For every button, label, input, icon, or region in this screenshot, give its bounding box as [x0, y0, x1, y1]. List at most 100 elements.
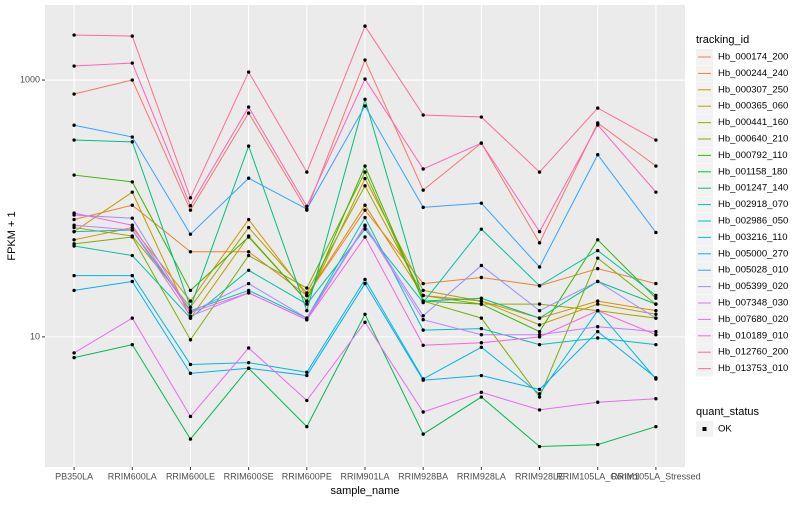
- data-point: [363, 176, 367, 181]
- data-point: [130, 34, 134, 38]
- data-point: [537, 335, 542, 339]
- legend-label: Hb_000441_160: [718, 117, 788, 128]
- data-point: [188, 305, 193, 309]
- data-point: [72, 238, 76, 242]
- data-point: [421, 167, 425, 171]
- data-point: [421, 293, 425, 298]
- data-point: [537, 308, 542, 313]
- data-point: [537, 284, 542, 288]
- data-point: [363, 320, 367, 324]
- data-point: [305, 293, 309, 298]
- legend-label: Hb_000244_240: [718, 68, 788, 79]
- legend-label: Hb_010189_010: [718, 330, 788, 341]
- data-point: [246, 225, 251, 230]
- data-point: [421, 205, 425, 210]
- data-point: [246, 111, 251, 115]
- data-point: [421, 188, 425, 192]
- data-point: [246, 105, 251, 109]
- data-point: [537, 229, 542, 234]
- legend-label: Hb_002986_050: [718, 216, 788, 227]
- data-point: [72, 273, 76, 278]
- data-point: [188, 314, 193, 318]
- data-point: [72, 244, 76, 248]
- data-point: [188, 371, 193, 376]
- data-point: [654, 164, 658, 168]
- data-point: [72, 92, 76, 96]
- data-point: [479, 201, 484, 205]
- data-point: [363, 227, 367, 231]
- data-point: [130, 203, 134, 207]
- data-point: [654, 312, 658, 316]
- data-point: [246, 144, 251, 148]
- data-point: [596, 153, 600, 157]
- legend-label: Hb_000365_060: [718, 101, 788, 112]
- data-point: [421, 410, 425, 414]
- data-point: [363, 97, 367, 102]
- data-point: [596, 106, 600, 110]
- x-tick-label: RRIM600LA: [108, 471, 157, 481]
- legend-label: Hb_001247_140: [718, 183, 788, 194]
- data-point: [479, 373, 484, 378]
- data-point: [72, 229, 76, 234]
- data-point: [421, 314, 425, 318]
- data-point: [305, 308, 309, 313]
- data-point: [654, 329, 658, 334]
- data-point: [188, 310, 193, 315]
- data-point: [654, 397, 658, 401]
- data-point: [363, 24, 367, 28]
- data-point: [479, 316, 484, 320]
- data-point: [479, 115, 484, 119]
- data-point: [537, 329, 542, 334]
- data-point: [596, 308, 600, 313]
- data-point: [363, 312, 367, 316]
- legend-label: Hb_002918_070: [718, 199, 788, 210]
- data-point: [246, 217, 251, 222]
- data-point: [479, 275, 484, 280]
- data-point: [130, 216, 134, 220]
- data-point: [537, 265, 542, 269]
- data-point: [130, 190, 134, 194]
- data-point: [596, 256, 600, 260]
- data-point: [305, 207, 309, 211]
- data-point: [305, 170, 309, 174]
- data-point: [596, 266, 600, 271]
- x-tick-label: RRIM600LE: [166, 471, 215, 481]
- data-point: [537, 241, 542, 245]
- data-point: [537, 302, 542, 306]
- data-point: [130, 140, 134, 144]
- data-point: [130, 180, 134, 184]
- data-point: [596, 238, 600, 242]
- data-point: [305, 299, 309, 303]
- data-point: [596, 248, 600, 253]
- data-point: [537, 170, 542, 174]
- y-tick-label: 1000: [20, 74, 40, 84]
- data-point: [537, 316, 542, 320]
- data-point: [305, 398, 309, 403]
- data-point: [421, 288, 425, 293]
- data-point: [479, 227, 484, 231]
- legend-label: Hb_001158_180: [718, 166, 788, 177]
- data-point: [479, 141, 484, 145]
- data-point: [363, 104, 367, 108]
- data-point: [479, 299, 484, 303]
- data-point: [305, 318, 309, 322]
- legend-label: Hb_000640_210: [718, 134, 788, 145]
- data-point: [246, 235, 251, 239]
- data-point: [363, 281, 367, 286]
- x-tick-label: RRIM901LA: [340, 471, 389, 481]
- data-point: [305, 302, 309, 306]
- data-point: [596, 325, 600, 329]
- data-point: [421, 113, 425, 117]
- data-point: [363, 164, 367, 168]
- data-point: [479, 326, 484, 331]
- data-point: [654, 308, 658, 313]
- legend-label: Hb_003216_110: [718, 232, 788, 243]
- data-point: [130, 342, 134, 347]
- shape-legend-title: quant_status: [696, 406, 759, 418]
- data-point: [130, 78, 134, 82]
- x-tick-label: RRIM928LE: [515, 471, 564, 481]
- data-point: [654, 230, 658, 235]
- data-point: [246, 288, 251, 293]
- legend-title: tracking_id: [696, 34, 749, 46]
